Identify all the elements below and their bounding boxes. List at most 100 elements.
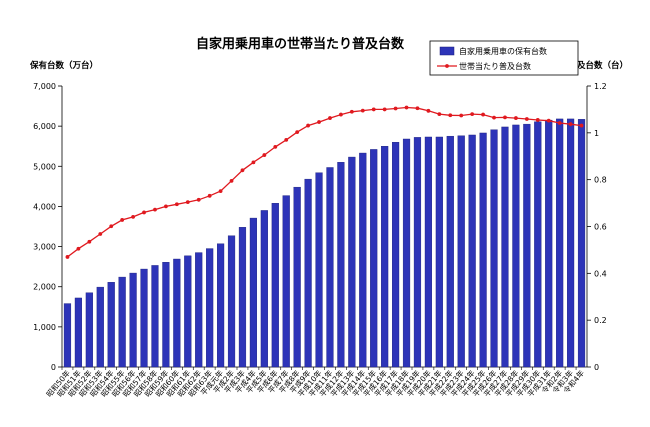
line-point [164,204,168,209]
bar [282,195,290,368]
bar [74,297,82,368]
plot-area: 0 1,000 2,000 3,000 4,000 5,000 6,000 7,000 0 0.2… [33,82,607,399]
legend-box [429,40,579,76]
bar [413,137,422,368]
bar [556,118,564,368]
bar [435,136,443,368]
line-point [492,115,496,120]
bar [315,172,323,368]
bar [523,123,531,368]
bar [402,138,411,368]
left-tick-label: 6,000 [33,122,56,131]
line-point [251,160,256,165]
bar [490,129,498,368]
line-point [426,108,431,113]
line-point [109,224,114,229]
bar [129,272,137,368]
line-point [503,115,507,120]
left-tick-label: 5,000 [33,162,56,171]
bar [217,243,225,368]
bar [206,248,214,368]
bar [162,262,170,368]
line-point [535,118,540,122]
right-tick-label: 0.4 [594,269,607,278]
line-point [317,120,321,124]
line-point [284,137,289,142]
line-point [393,106,398,111]
line-point [371,107,376,112]
line-point [218,189,223,194]
line-point [207,193,212,198]
bar [534,121,542,368]
line-point [174,202,179,207]
bar [348,156,356,368]
bar [337,162,345,368]
legend-bar-swatch [439,46,455,56]
bar [238,227,247,368]
bar [118,276,126,368]
line-point [262,153,267,157]
left-tick-label: 3,000 [33,243,56,252]
line-point [546,118,551,123]
bar [446,135,454,368]
legend-line-label: 世帯当たり普及台数 [459,61,531,71]
bar [96,286,104,368]
bar [479,132,487,368]
chart-title: 自家用乗用車の世帯当たり普及台数 [196,36,405,52]
bar [326,167,334,368]
bar [63,303,72,368]
line-point [339,112,343,117]
right-axis-title: 普及台数（台） [568,60,628,71]
line-point [273,144,278,149]
left-tick-label: 2,000 [33,283,56,292]
bar [424,136,432,368]
legend-line-marker [445,64,449,68]
bar [501,126,509,368]
bar [392,141,400,368]
legend-bar-label: 自家用乗用車の保有台数 [459,46,547,56]
right-tick-label: 1.2 [594,82,607,91]
line-point [98,232,103,236]
bar [567,118,575,368]
line-point [481,112,485,117]
line-point [437,112,442,116]
bar [577,119,586,368]
left-tick-label: 1,000 [33,323,56,332]
line-point [514,116,518,120]
line-point [87,239,92,244]
bar [107,282,115,368]
left-tick-label: 7,000 [33,82,56,91]
bar [151,265,159,368]
bar [359,152,367,368]
bar [227,235,236,368]
line-point [328,116,332,120]
bar [512,124,520,368]
line-point [240,168,245,173]
right-tick-label: 1 [594,129,599,138]
line-point [185,200,190,205]
line-point [448,113,453,118]
right-tick-label: 0.6 [594,223,607,232]
bar [195,252,203,368]
line-point [404,105,409,110]
bar [370,149,378,368]
line-point [196,197,201,202]
bar [381,146,389,368]
bar [271,203,279,368]
line-point [360,108,365,113]
line-point [153,207,157,212]
line-point [470,112,475,116]
legend: 自家用乗用車の保有台数 世帯当たり普及台数 [429,40,579,76]
bar [304,178,312,368]
bar [173,258,181,368]
bar [545,119,553,368]
line-point [142,210,146,215]
line-point [229,178,234,183]
line-point [131,214,135,219]
left-tick-label: 4,000 [33,202,56,211]
line-point [120,218,125,222]
bar [184,255,192,368]
line-point [415,106,420,111]
bar [457,135,465,368]
line-point [459,113,464,118]
